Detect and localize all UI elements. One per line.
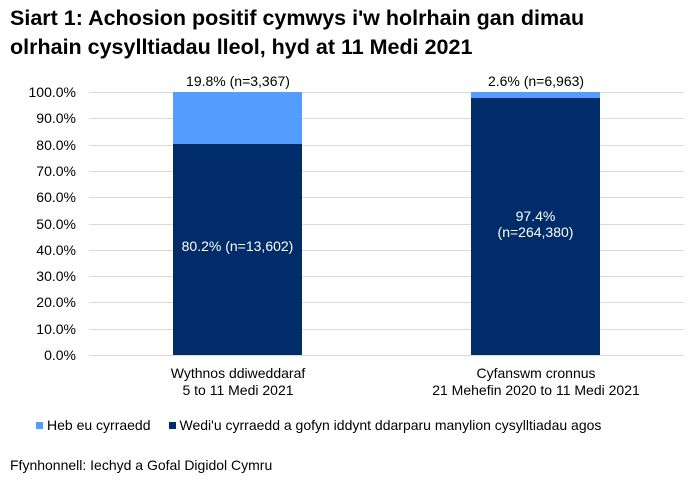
x-axis-line xyxy=(89,355,684,356)
y-tick: 50.0% xyxy=(36,216,76,232)
gridline xyxy=(89,118,684,119)
x-category-line-2: 21 Mehefin 2020 to 11 Medi 2021 xyxy=(432,382,640,398)
data-label-reached: 97.4% (n=264,380) xyxy=(471,208,600,240)
y-tick: 90.0% xyxy=(36,110,76,126)
x-category-label: Cyfanswm cronnus 21 Mehefin 2020 to 11 M… xyxy=(386,365,686,399)
data-label-not-reached: 2.6% (n=6,963) xyxy=(487,73,585,89)
gridline xyxy=(89,197,684,198)
gridline xyxy=(89,250,684,251)
y-tick: 10.0% xyxy=(36,321,76,337)
x-category-line-1: Wythnos ddiweddaraf xyxy=(170,365,306,381)
gridline xyxy=(89,145,684,146)
bar-segment-not-reached xyxy=(173,92,302,144)
bar-cumulative: 97.4% (n=264,380) xyxy=(471,92,600,355)
y-tick: 20.0% xyxy=(36,294,76,310)
y-tick: 80.0% xyxy=(36,137,76,153)
y-tick: 40.0% xyxy=(36,242,76,258)
data-label-not-reached: 19.8% (n=3,367) xyxy=(186,73,290,89)
gridline xyxy=(89,171,684,172)
chart-title-line-1: Siart 1: Achosion positif cymwys i'w hol… xyxy=(10,6,585,30)
gridline xyxy=(89,302,684,303)
gridline xyxy=(89,224,684,225)
bar-segment-reached xyxy=(471,98,600,355)
x-category-label: Wythnos ddiweddaraf 5 to 11 Medi 2021 xyxy=(88,365,388,399)
legend-item-reached: Wedi'u cyrraedd a gofyn iddynt ddarparu … xyxy=(168,417,602,433)
y-tick: 30.0% xyxy=(36,268,76,284)
y-tick: 0.0% xyxy=(44,347,76,363)
gridline xyxy=(89,276,684,277)
y-tick: 100.0% xyxy=(28,84,76,100)
y-tick: 60.0% xyxy=(36,189,76,205)
gridline xyxy=(89,92,684,93)
bar-segment-reached xyxy=(173,144,302,355)
legend: Heb eu cyrraedd Wedi'u cyrraedd a gofyn … xyxy=(36,417,619,433)
data-label-reached: 80.2% (n=13,602) xyxy=(181,238,294,254)
legend-label: Wedi'u cyrraedd a gofyn iddynt ddarparu … xyxy=(179,417,602,433)
bar-latest-week: 80.2% (n=13,602) xyxy=(173,92,302,355)
chart-title-line-2: olrhain cysylltiadau lleol, hyd at 11 Me… xyxy=(10,35,473,59)
legend-swatch-icon xyxy=(168,421,176,429)
legend-label: Heb eu cyrraedd xyxy=(47,417,151,433)
plot-area: 80.2% (n=13,602) 97.4% (n=264,380) xyxy=(89,92,684,356)
bar-segment-not-reached xyxy=(471,92,600,98)
legend-item-not-reached: Heb eu cyrraedd xyxy=(36,417,151,433)
gridline xyxy=(89,329,684,330)
data-label-line-1: 97.4% xyxy=(515,208,556,224)
legend-swatch-icon xyxy=(36,421,43,429)
x-category-line-2: 5 to 11 Medi 2021 xyxy=(182,382,294,398)
data-label-line-2: (n=264,380) xyxy=(497,224,574,240)
chart-title: Siart 1: Achosion positif cymwys i'w hol… xyxy=(10,4,699,62)
y-tick: 70.0% xyxy=(36,163,76,179)
x-category-line-1: Cyfanswm cronnus xyxy=(476,365,596,381)
source-note: Ffynhonnell: Iechyd a Gofal Digidol Cymr… xyxy=(10,457,273,473)
